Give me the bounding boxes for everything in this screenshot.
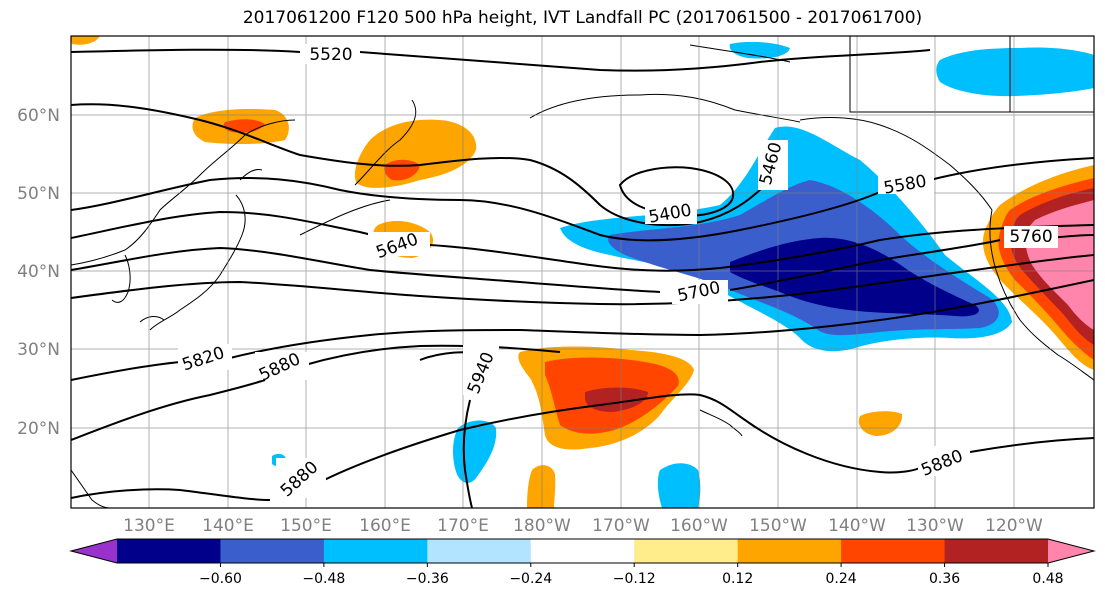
- colorbar-outline: [69, 538, 1096, 564]
- lon-label: 120°W: [985, 516, 1043, 536]
- lon-label: 170°W: [592, 516, 650, 536]
- colorbar-swatch: [944, 539, 1049, 563]
- longitude-labels: 130°E 140°E 150°E 160°E 170°E 180°W 170°…: [123, 516, 1043, 536]
- colorbar-extend-low: [71, 539, 117, 563]
- map-title: 2017061200 F120 500 hPa height, IVT Land…: [242, 8, 923, 28]
- positive-ivt-anomaly: [71, 36, 1094, 508]
- lon-label: 140°W: [828, 516, 886, 536]
- lon-label: 130°E: [123, 516, 175, 536]
- lat-label: 50°N: [17, 184, 60, 204]
- lon-label: 130°W: [906, 516, 964, 536]
- lon-label: 180°W: [513, 516, 571, 536]
- lat-label: 40°N: [17, 262, 60, 282]
- colorbar-tick-label: −0.60: [199, 571, 242, 587]
- colorbar-tick-label: 0.48: [1032, 571, 1063, 587]
- colorbar-tick-label: 0.24: [826, 571, 857, 587]
- colorbar-tick-label: −0.36: [406, 571, 449, 587]
- lon-label: 160°E: [359, 516, 411, 536]
- map-border: [70, 35, 1095, 509]
- graticule: [71, 36, 1094, 508]
- colorbar-tick-label: 0.36: [929, 571, 960, 587]
- colorbar-swatch: [117, 539, 221, 563]
- colorbar-swatch: [737, 539, 842, 563]
- lon-label: 160°W: [670, 516, 728, 536]
- colorbar-tick-label: −0.48: [302, 571, 345, 587]
- colorbar: −0.60 −0.48 −0.36 −0.24 −0.12 0.12 0.24 0.36 0.4…: [69, 538, 1096, 587]
- colorbar-tick-label: 0.12: [722, 571, 753, 587]
- colorbar-tick-label: −0.12: [613, 571, 656, 587]
- lon-label: 150°W: [749, 516, 807, 536]
- colorbar-swatch: [530, 539, 635, 563]
- contour-label: 5520: [309, 45, 352, 65]
- colorbar-tick-label: −0.24: [509, 571, 552, 587]
- lat-label: 60°N: [17, 106, 60, 126]
- lon-label: 140°E: [202, 516, 254, 536]
- contour-label: 5760: [1009, 227, 1052, 247]
- colorbar-swatch: [323, 539, 428, 563]
- height-contours: [71, 48, 1094, 508]
- colorbar-swatch: [841, 539, 946, 563]
- colorbar-swatch: [427, 539, 532, 563]
- lon-label: 170°E: [437, 516, 489, 536]
- latitude-labels: 60°N 50°N 40°N 30°N 20°N: [17, 106, 60, 439]
- lat-label: 20°N: [17, 419, 60, 439]
- coastlines: [71, 36, 1094, 508]
- colorbar-extend-high: [1048, 539, 1094, 563]
- colorbar-swatch: [220, 539, 325, 563]
- lat-label: 30°N: [17, 340, 60, 360]
- lon-label: 150°E: [280, 516, 332, 536]
- colorbar-swatch: [634, 539, 739, 563]
